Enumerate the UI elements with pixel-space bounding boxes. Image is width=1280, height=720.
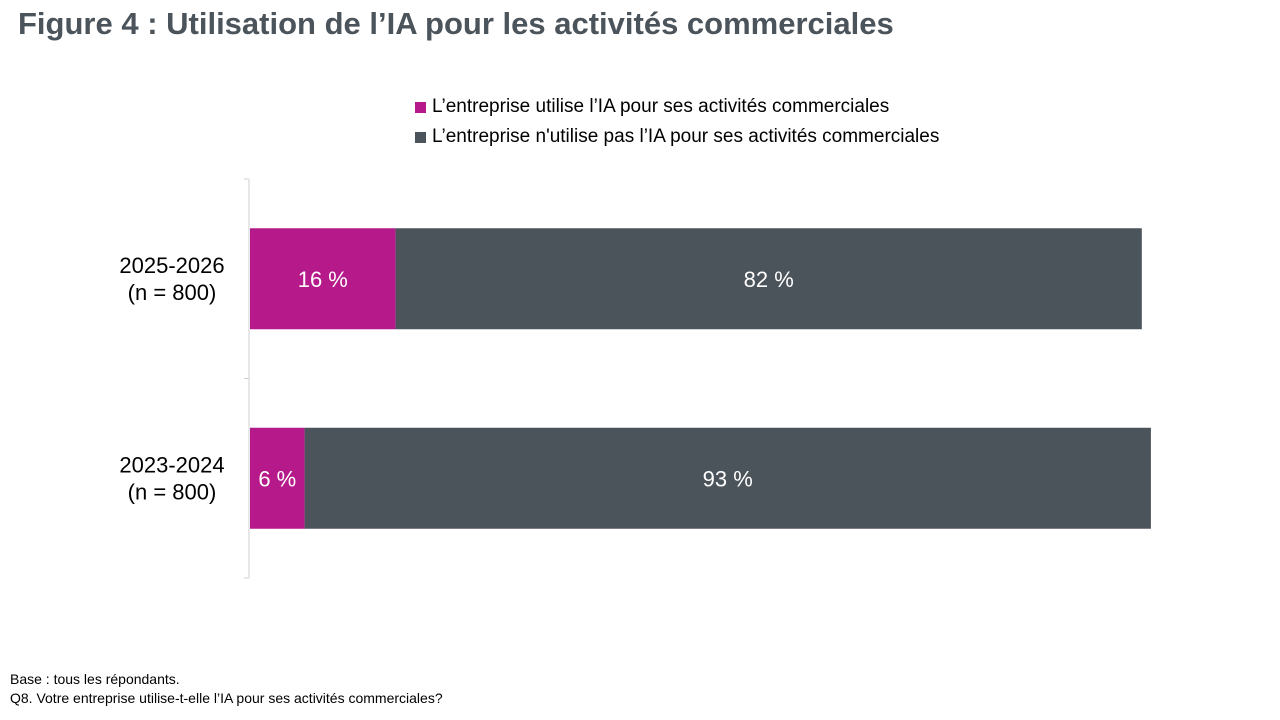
legend-swatch-uses <box>415 101 426 113</box>
legend-item-not-uses: L’entreprise n'utilise pas l’IA pour ses… <box>415 122 939 152</box>
legend-item-uses: L’entreprise utilise l’IA pour ses activ… <box>415 92 939 122</box>
legend-label-not-uses: L’entreprise n'utilise pas l’IA pour ses… <box>432 126 940 147</box>
footnote-question: Q8. Votre entreprise utilise-t-elle l’IA… <box>10 690 443 706</box>
category-label: 2023-2024 (n = 800) <box>119 452 224 504</box>
legend-swatch-not-uses <box>415 131 426 143</box>
chart-legend: L’entreprise utilise l’IA pour ses activ… <box>415 92 939 152</box>
bar-segment-uses <box>250 427 305 529</box>
category-label: 2025-2026 (n = 800) <box>119 253 224 305</box>
footnote-base: Base : tous les répondants. <box>10 671 180 687</box>
data-label: 82 % <box>744 267 794 292</box>
page-title: Figure 4 : Utilisation de l’IA pour les … <box>18 6 894 41</box>
bar-segment-not-uses <box>395 228 1142 330</box>
bar-segment-not-uses <box>304 427 1151 529</box>
data-label: 6 % <box>258 466 296 491</box>
data-label: 93 % <box>703 466 753 491</box>
bar-segment-uses <box>250 228 396 330</box>
legend-label-uses: L’entreprise utilise l’IA pour ses activ… <box>432 96 890 117</box>
data-label: 16 % <box>298 267 348 292</box>
